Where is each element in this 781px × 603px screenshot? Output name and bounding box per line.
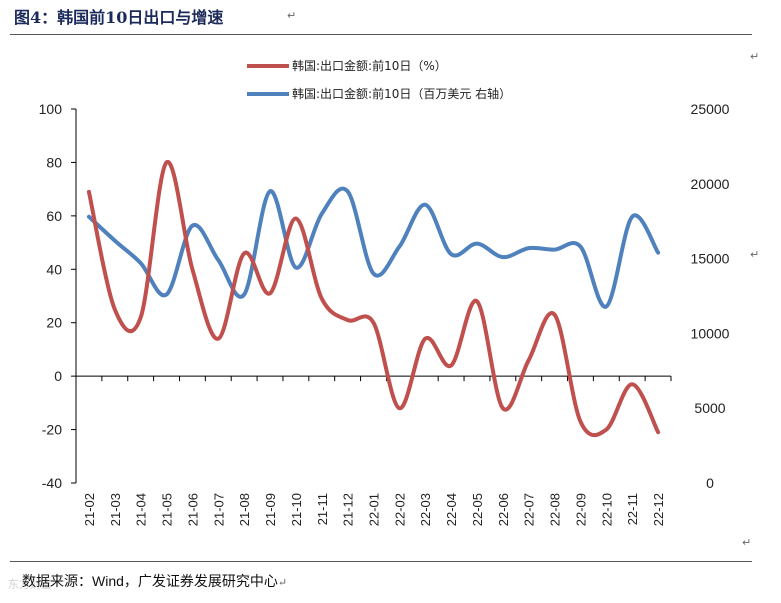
y-left-tick-label: -20 xyxy=(42,422,62,438)
source-rest: ，广发证券发展研究中心 xyxy=(123,574,278,590)
x-tick-label: 22-06 xyxy=(496,493,511,526)
x-tick-label: 22-04 xyxy=(444,493,459,526)
x-tick-label: 21-07 xyxy=(211,493,226,526)
paragraph-mark-icon: ↵ xyxy=(750,248,760,261)
x-tick-label: 22-07 xyxy=(522,493,537,526)
paragraph-mark-icon: ↵ xyxy=(750,50,760,63)
y-right-tick-label: 0 xyxy=(706,475,714,491)
y-left-tick-label: 80 xyxy=(46,154,62,170)
x-tick-label: 21-12 xyxy=(341,493,356,526)
y-right-tick-label: 10000 xyxy=(691,325,730,341)
watermark: 东方财富 xyxy=(8,578,52,591)
axes: 100 80 60 40 20 0 -20 -40 25000 20000 15000 10000 50… xyxy=(39,101,730,526)
x-tick-label: 22-11 xyxy=(625,493,640,525)
x-tick-label: 22-10 xyxy=(599,493,614,526)
y-right-tick-label: 5000 xyxy=(694,400,725,416)
y-left-tick-label: 40 xyxy=(46,261,62,277)
y-left-tick-label: 60 xyxy=(46,208,62,224)
x-tick-label: 21-10 xyxy=(289,493,304,526)
series-line-export-amount xyxy=(86,186,661,309)
y-left-tick-label: 0 xyxy=(54,368,62,384)
x-tick-label: 22-03 xyxy=(418,493,433,526)
top-rule xyxy=(10,34,752,35)
x-tick-label: 22-09 xyxy=(573,493,588,526)
y-left-tick-label: 20 xyxy=(46,315,62,331)
legend: 韩国:出口金额:前10日（%） 韩国:出口金额:前10日（百万美元 右轴） xyxy=(247,58,511,101)
figure-title: 图4：韩国前10日出口与增速 xyxy=(14,8,224,27)
legend-label-red: 韩国:出口金额:前10日（%） xyxy=(292,58,447,73)
paragraph-mark-icon: ↵ xyxy=(277,576,288,589)
legend-label-blue: 韩国:出口金额:前10日（百万美元 右轴） xyxy=(292,86,511,101)
y-left-tick-label: 100 xyxy=(39,101,63,117)
series-line-growth-pct xyxy=(86,160,661,438)
x-tick-label: 21-03 xyxy=(108,493,123,526)
series-layer xyxy=(86,160,661,438)
x-tick-label: 21-05 xyxy=(160,493,175,526)
x-tick-label: 21-02 xyxy=(82,493,97,526)
x-tick-label: 22-02 xyxy=(392,493,407,526)
x-tick-label: 22-08 xyxy=(548,493,563,526)
x-tick-label: 21-09 xyxy=(263,493,278,526)
x-tick-label: 21-04 xyxy=(134,493,149,526)
y-right-tick-label: 15000 xyxy=(691,251,730,267)
x-tick-label: 21-11 xyxy=(315,493,330,525)
x-tick-label: 22-05 xyxy=(470,493,485,526)
source-label: 数据来源： xyxy=(22,574,92,590)
x-tick-label: 22-12 xyxy=(651,493,666,526)
y-right-tick-label: 20000 xyxy=(691,176,730,192)
x-tick-label: 21-06 xyxy=(185,493,200,526)
y-right-tick-label: 25000 xyxy=(691,101,730,117)
source-wind: Wind xyxy=(92,573,124,589)
paragraph-mark-icon: ↵ xyxy=(742,536,752,549)
x-tick-label: 22-01 xyxy=(367,493,382,526)
source-note: 数据来源：Wind，广发证券发展研究中心↵ xyxy=(22,571,287,591)
y-left-tick-label: -40 xyxy=(42,475,62,491)
x-tick-label: 21-08 xyxy=(237,493,252,526)
paragraph-mark-icon: ↵ xyxy=(287,9,297,22)
bottom-rule xyxy=(10,561,752,562)
